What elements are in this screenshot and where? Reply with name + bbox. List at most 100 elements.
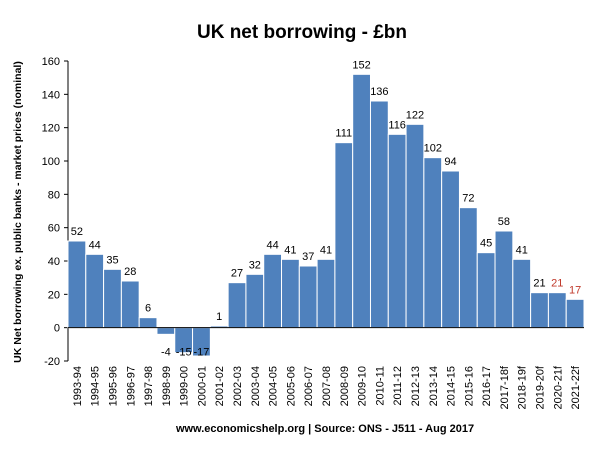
x-tick-label: 2000-01 (196, 366, 208, 406)
x-tick-label: 1996-97 (125, 366, 137, 406)
x-tick-label: 2007-08 (321, 366, 333, 406)
bar-2004-05 (263, 253, 283, 329)
x-axis: 1993-94 1994-95 1995-96 1996-97 1997-98 1998-… (68, 327, 584, 409)
data-label: 28 (124, 266, 136, 278)
y-tick-label: 80 (48, 189, 60, 201)
data-label: 111 (335, 128, 352, 140)
x-tick-label: 2004-05 (268, 366, 280, 406)
x-tick-label: 2008-09 (339, 366, 351, 406)
y-tick-label: -20 (44, 356, 60, 368)
bar-2019-20f (530, 292, 549, 329)
x-tick-label: 1999-00 (179, 366, 191, 406)
y-tick-label: 40 (48, 256, 60, 268)
y-tick-label: 0 (54, 323, 60, 335)
bar-1996-97 (120, 280, 140, 329)
x-tick-label: 2015-16 (463, 366, 475, 406)
bar-2003-04 (245, 273, 265, 329)
bar-2015-16 (458, 207, 478, 329)
y-tick-label: 20 (48, 289, 60, 301)
x-tick-label: 2014-15 (446, 366, 458, 406)
data-label: -15 (176, 347, 192, 359)
bar-1997-98 (138, 317, 158, 329)
data-label: 21 (551, 278, 563, 290)
x-tick-label: 2016-17 (481, 366, 493, 406)
x-tick-label: 1995-96 (107, 366, 119, 406)
data-label: 116 (388, 119, 406, 131)
data-label: 72 (462, 193, 474, 205)
bar-2014-15 (441, 170, 460, 329)
data-label: 37 (302, 251, 314, 263)
x-tick-label: 2001-02 (214, 366, 226, 406)
chart-title: UK net borrowing - £bn (197, 22, 407, 43)
y-tick-label: 100 (42, 156, 60, 168)
bar-2018-19f (512, 258, 532, 329)
x-tick-label: 2013-14 (428, 366, 440, 406)
x-tick-label: 1993-94 (72, 366, 84, 406)
y-axis: -20 0 20 40 60 80 100 120 140 160 (42, 56, 69, 368)
bar-2011-12 (387, 133, 407, 329)
data-label: 102 (424, 143, 442, 155)
data-label: 94 (444, 156, 456, 168)
bar-2007-08 (316, 258, 336, 329)
data-label: 21 (533, 278, 545, 290)
x-tick-label: 2011-12 (392, 366, 404, 406)
data-label: 41 (284, 244, 296, 256)
x-tick-label: 1994-95 (90, 366, 102, 406)
x-tick-label: 2010-11 (374, 366, 386, 406)
data-label: 152 (352, 59, 370, 71)
x-tick-label: 2012-13 (410, 366, 422, 406)
x-tick-label: 2019-20f (535, 365, 547, 409)
x-tick-label: 2003-04 (250, 366, 262, 406)
data-labels: 52 44 35 28 6 -4 -15 -17 1 27 32 44 41 37 41 111 152 136 1… (71, 59, 581, 358)
x-tick-label: 1997-98 (143, 366, 155, 406)
bar-2002-03 (227, 282, 247, 329)
bar-2006-07 (298, 265, 318, 329)
data-label: 136 (370, 86, 388, 98)
data-label: 17 (569, 284, 581, 296)
data-label: -4 (161, 347, 171, 359)
data-label: 35 (106, 254, 118, 266)
x-tick-label: 2017-18f (499, 365, 511, 409)
x-tick-label: 2018-19f (517, 365, 529, 409)
bar-2021-22f (565, 298, 585, 329)
data-label: 6 (145, 303, 151, 315)
x-tick-label: 2009-10 (357, 366, 369, 406)
bar-2013-14 (423, 157, 443, 329)
bar-1993-94 (67, 240, 87, 329)
x-tick-label: 2020-21f (552, 365, 564, 409)
data-label: 44 (89, 239, 101, 251)
y-tick-label: 160 (42, 56, 60, 68)
data-label: 41 (516, 244, 528, 256)
data-label: 122 (406, 109, 424, 121)
y-tick-label: 140 (42, 89, 60, 101)
x-tick-label: 2021-22f (570, 365, 582, 409)
bar-2017-18f (494, 230, 514, 329)
data-label: 52 (71, 226, 83, 238)
x-tick-label: 1998-99 (161, 366, 173, 406)
y-tick-label: 120 (42, 123, 60, 135)
data-label: 58 (498, 216, 510, 228)
x-tick-label: 2005-06 (285, 366, 297, 406)
data-label: 32 (249, 259, 261, 271)
bar-2016-17 (476, 252, 496, 329)
source-note: www.economicshelp.org | Source: ONS - J5… (175, 423, 474, 435)
data-label: 27 (231, 268, 243, 280)
data-label: 45 (480, 238, 492, 250)
data-label: 41 (320, 244, 332, 256)
bar-1998-99 (156, 327, 176, 335)
data-label: -17 (193, 347, 209, 359)
data-label: 44 (266, 239, 278, 251)
x-tick-label: 2006-07 (303, 366, 315, 406)
bar-2009-10 (352, 73, 371, 329)
bar-2012-13 (405, 123, 425, 329)
bar-2020-21f (547, 292, 567, 329)
x-tick-label: 2002-03 (232, 366, 244, 406)
bar-2008-09 (334, 142, 354, 329)
bar-2005-06 (281, 258, 300, 329)
y-axis-label: UK Net borrowing ex. public banks - mark… (12, 61, 24, 363)
y-tick-label: 60 (48, 223, 60, 235)
data-label: 1 (216, 311, 222, 323)
bar-1994-95 (85, 253, 105, 329)
bar-1995-96 (103, 268, 122, 329)
